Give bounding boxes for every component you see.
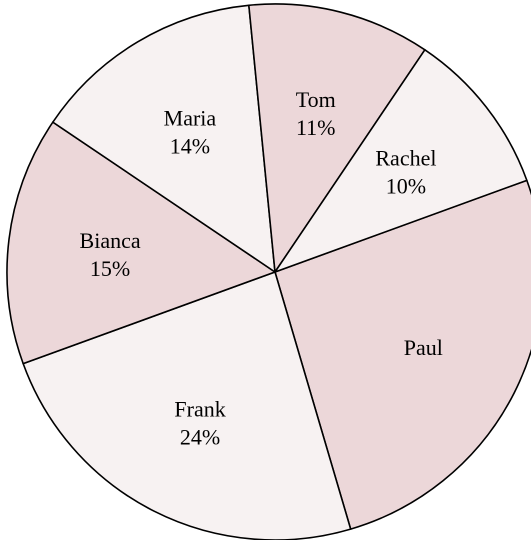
pie-slice-name-frank: Frank: [174, 396, 225, 421]
pie-slice-value-frank: 24%: [180, 424, 220, 449]
pie-slice-value-tom: 11%: [296, 115, 336, 140]
pie-slice-name-paul: Paul: [404, 335, 443, 360]
pie-slice-maria: [52, 4, 276, 273]
pie-slice-value-bianca: 15%: [90, 256, 130, 281]
pie-labels: Paul Frank 24% Bianca 15% Maria 14% Tom 11% Rache…: [80, 87, 443, 449]
pie-slice-paul: [274, 179, 531, 530]
pie-slice-rachel: [274, 49, 528, 273]
pie-slice-name-tom: Tom: [296, 87, 336, 112]
pie-slices: [6, 3, 531, 540]
pie-slice-value-rachel: 10%: [386, 174, 426, 199]
pie-slice-name-rachel: Rachel: [375, 146, 436, 171]
pie-slice-name-maria: Maria: [164, 105, 217, 130]
pie-slice-value-maria: 14%: [170, 133, 210, 158]
pie-slice-tom: [248, 3, 426, 273]
pie-slice-bianca: [6, 121, 276, 365]
pie-slice-frank: [22, 271, 352, 540]
pie-slice-name-bianca: Bianca: [80, 228, 141, 253]
